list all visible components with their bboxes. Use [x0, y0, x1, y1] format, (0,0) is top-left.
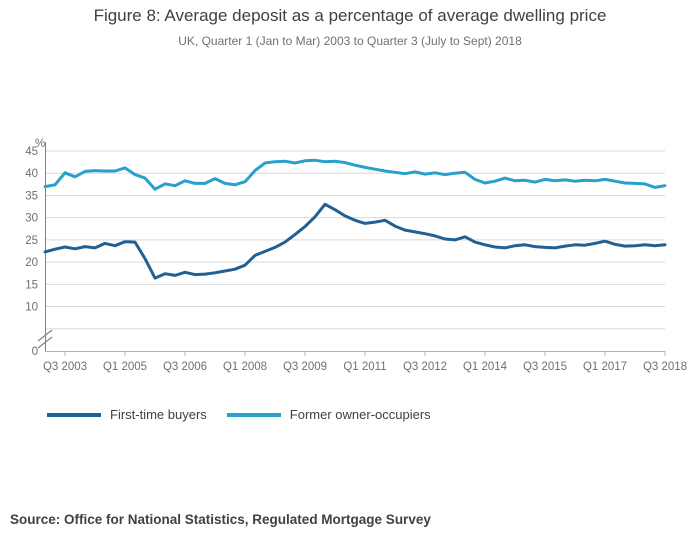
x-tick-label: Q3 2003: [43, 361, 87, 373]
axis-break-slash-2: [37, 336, 53, 349]
y-tick-label-0: 0: [32, 346, 38, 358]
x-tick-label: Q3 2015: [523, 361, 567, 373]
y-tick-label-25: 25: [25, 235, 38, 247]
x-tick-label: Q3 2006: [163, 361, 207, 373]
x-tick-label: Q1 2008: [223, 361, 267, 373]
legend-item-former-owner-occupiers: Former owner-occupiers: [226, 407, 431, 422]
axis-break-slash-1: [37, 329, 53, 342]
y-tick-label-10: 10: [25, 302, 38, 314]
y-tick-label-15: 15: [25, 279, 38, 291]
y-axis-unit-label: %: [35, 138, 45, 150]
y-tick-label-45: 45: [25, 146, 38, 158]
source-note: Source: Office for National Statistics, …: [10, 512, 431, 527]
y-tick-label-40: 40: [25, 168, 38, 180]
x-tick-label: Q3 2012: [403, 361, 447, 373]
line-chart: 0 10 15 20 25 30 35 40 45% Q3 2003 Q1 2005 Q3 2006 Q…: [25, 138, 687, 373]
x-tick-label: Q3 2009: [283, 361, 327, 373]
x-tick-label: Q1 2011: [343, 361, 386, 373]
x-tick-label: Q1 2005: [103, 361, 147, 373]
y-tick-label-35: 35: [25, 190, 38, 202]
legend-swatch-first-time-buyers: [47, 412, 101, 417]
chart-subtitle: UK, Quarter 1 (Jan to Mar) 2003 to Quart…: [178, 34, 522, 48]
series-line-first-time-buyers: [43, 202, 667, 280]
x-tick-label: Q1 2014: [463, 361, 508, 373]
legend-swatch-former-owner-occupiers: [226, 412, 281, 417]
series-line-former-owner-occupiers: [43, 158, 667, 191]
x-tick-label: Q1 2017: [583, 361, 627, 373]
y-tick-label-30: 30: [25, 213, 38, 225]
x-tick-label: Q3 2018: [643, 361, 687, 373]
legend-item-first-time-buyers: First-time buyers: [47, 407, 207, 422]
legend-label-former-owner-occupiers: Former owner-occupiers: [289, 407, 431, 422]
chart-title: Figure 8: Average deposit as a percentag…: [93, 6, 607, 25]
y-tick-label-20: 20: [25, 257, 38, 269]
legend-label-first-time-buyers: First-time buyers: [110, 407, 207, 422]
chart-legend: First-time buyers Former owner-occupiers: [47, 407, 431, 422]
